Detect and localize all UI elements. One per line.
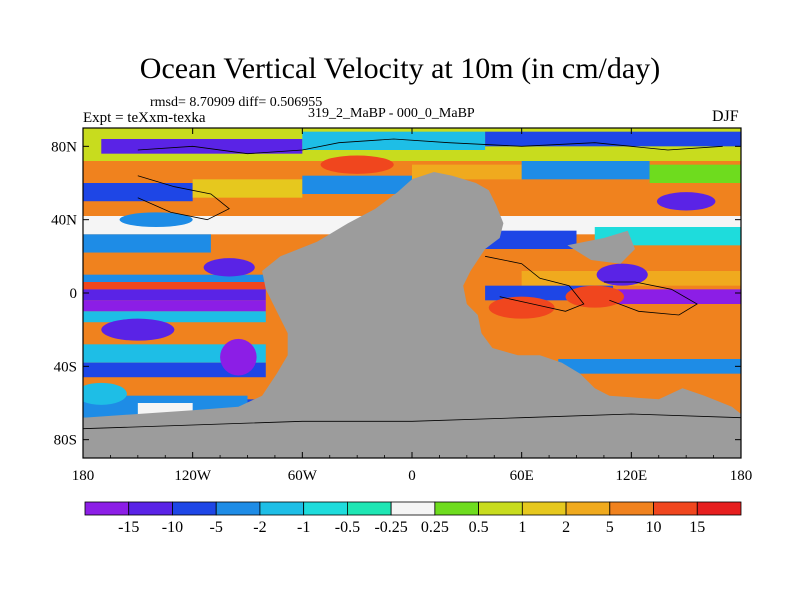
x-tick-label: 60E: [510, 468, 534, 484]
x-tick-label: 180: [72, 468, 95, 484]
velocity-band: [83, 311, 266, 323]
land-masses: [83, 172, 741, 458]
colorbar-swatch: [434, 501, 479, 516]
velocity-band: [83, 362, 266, 378]
coastline: [137, 175, 230, 221]
colorbar-label: -5: [210, 519, 223, 536]
velocity-band: [83, 344, 266, 363]
velocity-band: [83, 274, 266, 282]
x-axis: 180 120W 60W 0 60E 120E 180: [72, 128, 753, 484]
velocity-band: [649, 164, 741, 183]
colorbar-label: 2: [562, 519, 570, 536]
y-tick-label: 80S: [54, 433, 77, 449]
velocity-band: [83, 300, 266, 312]
x-tick-label: 0: [408, 468, 416, 484]
land-mass: [83, 172, 741, 458]
y-tick-label: 40N: [51, 213, 77, 229]
velocity-cell: [220, 338, 257, 376]
map-field: [83, 128, 741, 458]
coastlines: [83, 138, 741, 430]
velocity-band: [83, 282, 266, 290]
colorbar-label: -1: [297, 519, 310, 536]
colorbar-swatch: [696, 501, 742, 516]
colorbar-swatch: [215, 501, 261, 516]
experiment-difference-label: 319_2_MaBP - 000_0_MaBP: [308, 106, 475, 121]
colorbar-label: -0.25: [374, 519, 407, 536]
land-mass: [567, 230, 635, 264]
velocity-band: [192, 179, 303, 198]
velocity-cell: [488, 296, 555, 319]
velocity-band: [210, 238, 303, 257]
colorbar-swatch: [172, 501, 217, 516]
velocity-band: [302, 131, 486, 150]
colorbar-label: 15: [689, 519, 705, 536]
colorbar: -15 -10 -5 -2 -1 -0.5 -0.25 0.25 0.5 1 2 5 10 15: [84, 501, 742, 536]
velocity-cell: [203, 258, 255, 277]
x-tick-label: 120W: [174, 468, 212, 484]
colorbar-swatch: [565, 501, 611, 516]
colorbar-swatch: [346, 501, 392, 516]
velocity-band: [485, 131, 741, 147]
velocity-band: [83, 234, 211, 253]
colorbar-label: 10: [646, 519, 662, 536]
y-tick-label: 40S: [54, 359, 77, 375]
colorbar-swatch: [84, 501, 130, 516]
coastline: [485, 255, 585, 312]
velocity-band: [521, 161, 650, 180]
x-tick-label: 60W: [288, 468, 318, 484]
colorbar-swatch: [609, 501, 654, 516]
velocity-band: [83, 289, 266, 301]
colorbar-swatch: [390, 501, 436, 516]
x-tick-label: 120E: [615, 468, 647, 484]
velocity-cell: [119, 212, 193, 228]
colorbar-label: -2: [253, 519, 266, 536]
velocity-cell: [656, 192, 716, 211]
velocity-band: [101, 139, 303, 154]
velocity-cell: [83, 382, 127, 405]
chart-title: Ocean Vertical Velocity at 10m (in cm/da…: [139, 52, 661, 85]
colorbar-swatch: [478, 501, 523, 516]
colorbar-label: 1: [518, 519, 526, 536]
velocity-cell: [596, 263, 648, 286]
velocity-band: [613, 289, 741, 304]
colorbar-swatch: [521, 501, 567, 516]
colorbar-label: 0.5: [469, 519, 489, 536]
colorbar-swatch: [303, 501, 348, 516]
x-tick-label: 180: [730, 468, 753, 484]
colorbar-swatch: [128, 501, 173, 516]
colorbar-label: 0.25: [421, 519, 449, 536]
y-axis: 80N 40N 0 40S 80S: [51, 139, 741, 449]
y-tick-label: 0: [70, 286, 78, 302]
velocity-cell: [101, 318, 175, 341]
velocity-band: [302, 175, 412, 194]
velocity-cell: [565, 285, 625, 308]
colorbar-label: 5: [606, 519, 614, 536]
colorbar-label: -15: [118, 519, 139, 536]
coastline: [83, 413, 741, 430]
season-label: DJF: [712, 108, 739, 125]
velocity-cell: [320, 155, 394, 174]
velocity-band: [83, 183, 193, 202]
velocity-band: [83, 252, 230, 271]
colorbar-label: -0.5: [335, 519, 360, 536]
colorbar-swatch: [653, 501, 698, 516]
experiment-label: Expt = teXxm-texka: [83, 110, 206, 126]
rmsd-diff-label: rmsd= 8.70909 diff= 0.506955: [150, 95, 323, 110]
colorbar-swatch: [259, 501, 305, 516]
colorbar-label: -10: [162, 519, 183, 536]
coastline: [137, 138, 723, 155]
y-tick-label: 80N: [51, 139, 77, 155]
velocity-band: [558, 359, 741, 374]
coastline: [603, 281, 698, 316]
